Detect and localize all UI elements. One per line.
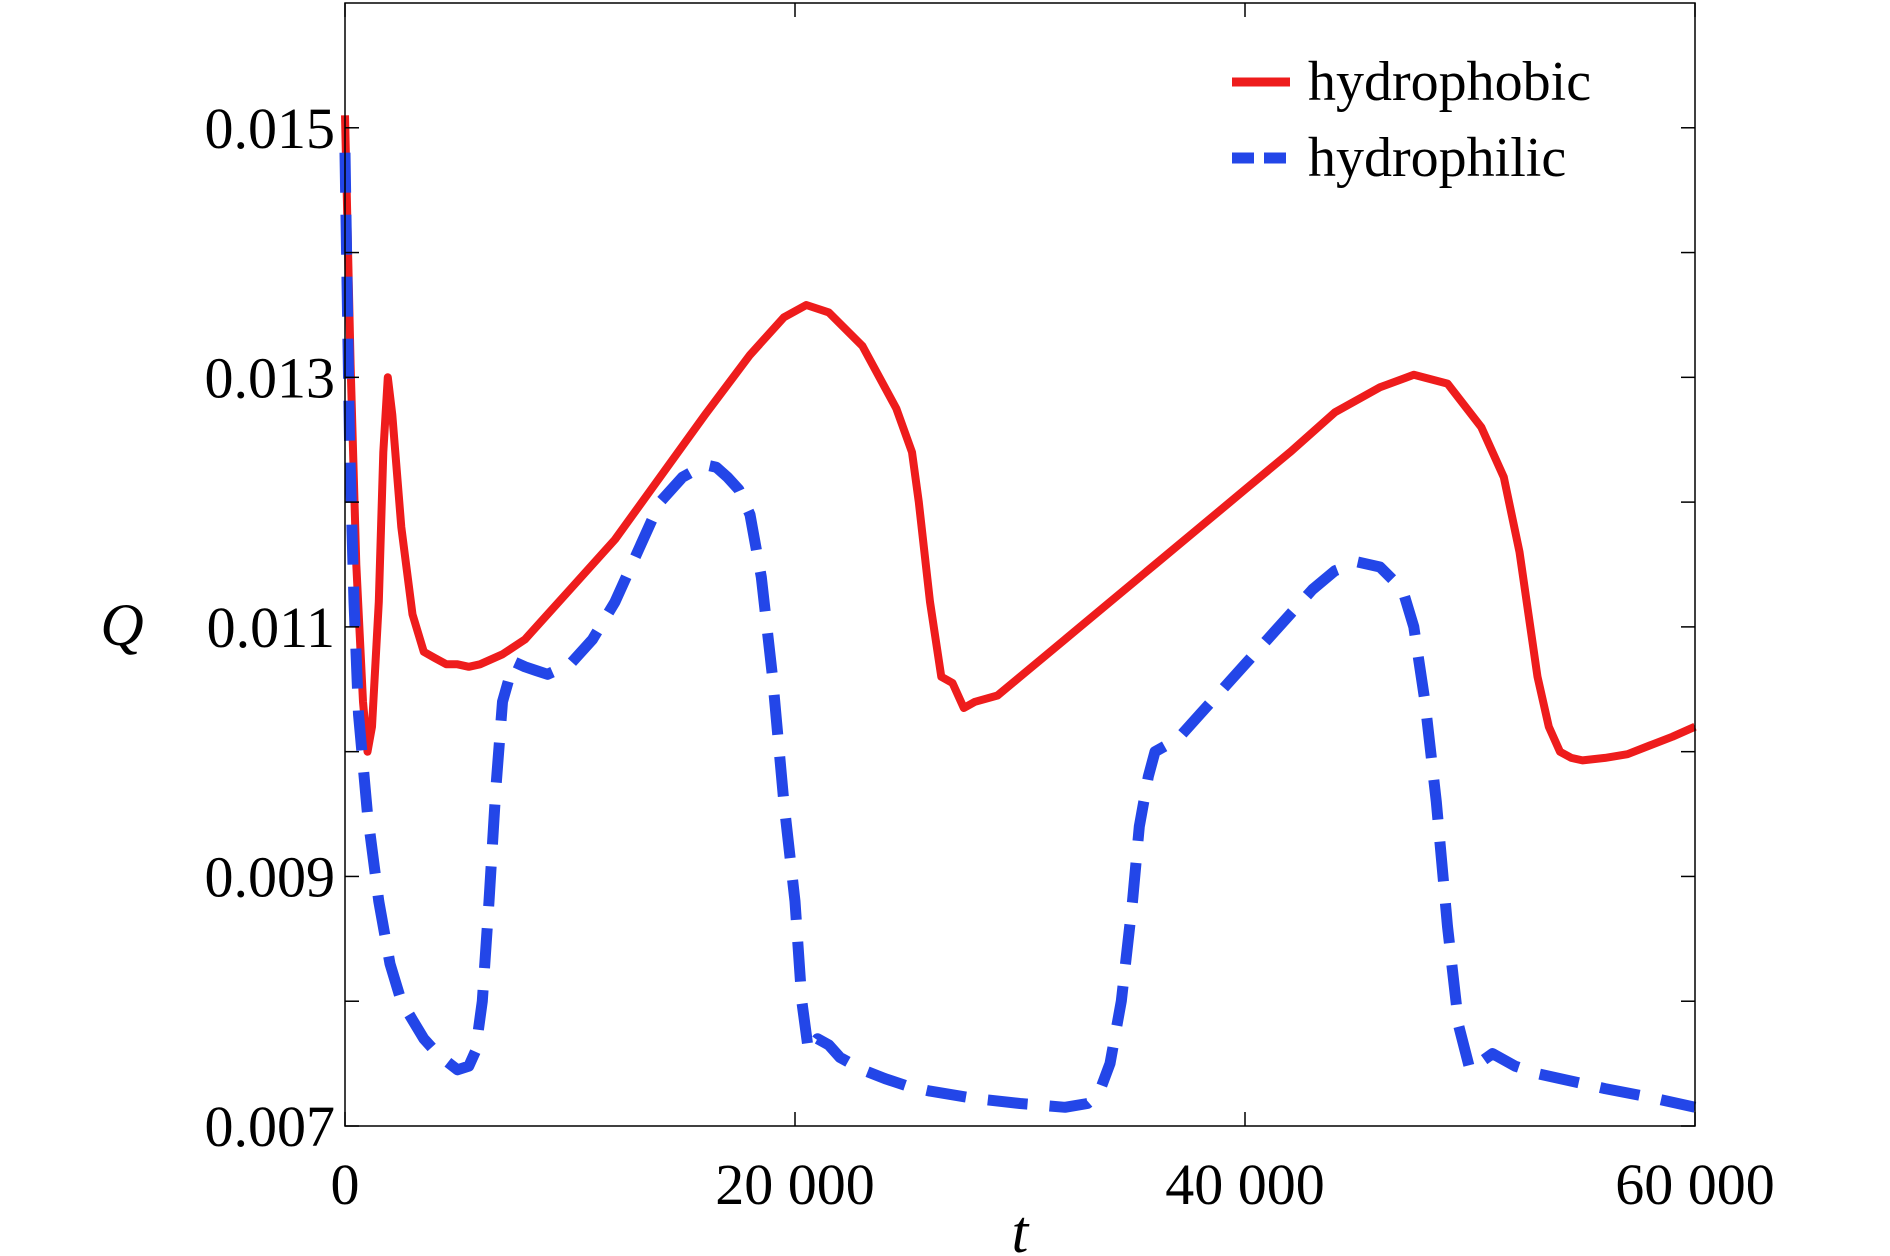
x-axis-label: t [1012, 1199, 1030, 1256]
legend: hydrophobic hydrophilic [1232, 51, 1591, 189]
y-tick-label: 0.013 [205, 345, 336, 410]
x-tick-label: 40 000 [1165, 1152, 1325, 1217]
ticks-layer [344, 3, 1696, 1127]
series-line-hydrophilic [339, 152, 1697, 1113]
legend-label-hydrophilic: hydrophilic [1308, 127, 1566, 189]
y-axis-label: Q [100, 592, 143, 658]
series-layer [339, 115, 1697, 1113]
tick-labels-layer: 0 20 000 40 000 60 000 0.007 0.009 0.011 0.013 0… [205, 96, 1775, 1217]
x-tick-label: 20 000 [715, 1152, 875, 1217]
y-tick-label: 0.015 [205, 96, 336, 161]
x-tick-label: 0 [331, 1152, 360, 1217]
y-tick-label: 0.009 [205, 844, 336, 909]
series-line-hydrophobic [341, 115, 1697, 765]
y-tick-label: 0.007 [205, 1094, 336, 1159]
y-tick-label: 0.011 [207, 595, 335, 660]
legend-label-hydrophobic: hydrophobic [1308, 51, 1591, 113]
x-tick-label: 60 000 [1615, 1152, 1775, 1217]
plot-frame [344, 2, 1696, 1127]
